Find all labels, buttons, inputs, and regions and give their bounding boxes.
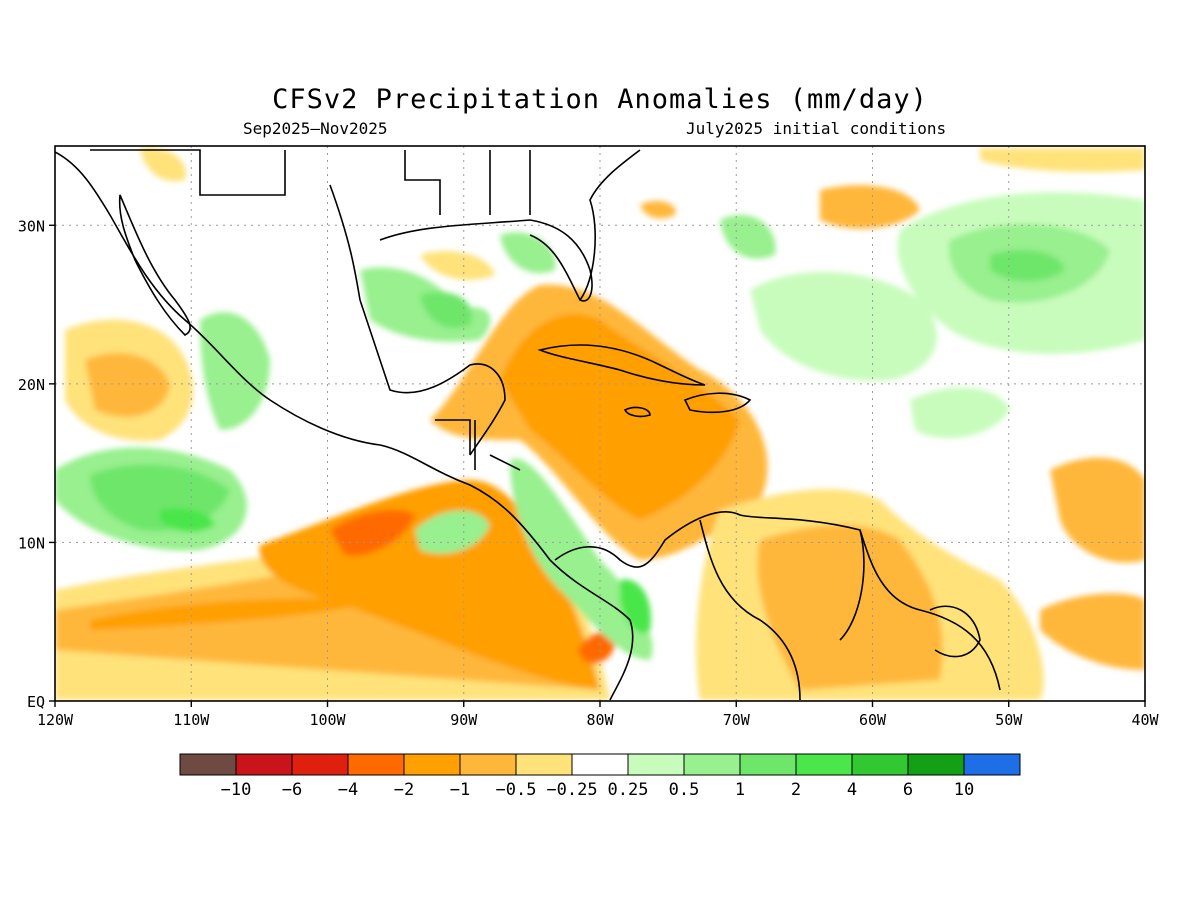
lat-tick-label: 10N [18, 534, 45, 552]
forecast-period: Sep2025–Nov2025 [243, 119, 388, 138]
longitude-axis: 120W 110W 100W 90W 80W 70W 60W 50W 40W [37, 701, 1160, 729]
colorbar-swatch [403, 753, 461, 776]
dry-region [85, 353, 170, 417]
lat-tick-label: EQ [27, 693, 45, 711]
gulf-coast-west [359, 299, 506, 456]
lat-tick-label: 20N [18, 376, 45, 394]
wet-region [500, 232, 556, 274]
lon-tick-label: 50W [995, 711, 1023, 729]
guyana-border [839, 529, 865, 641]
colorbar-swatch [347, 753, 405, 776]
colorbar-swatch [179, 753, 237, 776]
colorbar-label: −4 [338, 780, 358, 800]
colorbar-label: 1 [735, 780, 745, 800]
colorbar-swatch [739, 753, 797, 776]
wet-region [620, 579, 651, 634]
dry-region [500, 313, 740, 520]
colorbar-label: −0.5 [496, 780, 537, 800]
wet-region [415, 510, 490, 554]
colorbar-swatch [459, 753, 517, 776]
colorbar-label: −0.25 [546, 780, 597, 800]
hispaniola [683, 392, 752, 414]
northern-gulf-coast [379, 219, 593, 302]
colorbar-swatch [291, 753, 349, 776]
texas-coast [329, 184, 361, 301]
colorbar-label: 0.5 [669, 780, 700, 800]
dry-region [140, 147, 186, 182]
dry-region [820, 185, 920, 229]
map-title: CFSv2 Precipitation Anomalies (mm/day) [272, 84, 928, 115]
latitude-axis: 30N 20N 10N EQ [18, 217, 55, 711]
colorbar-swatch [627, 753, 685, 776]
dry-core [330, 510, 415, 556]
lon-tick-label: 60W [859, 711, 887, 729]
colorbar-label: −6 [282, 780, 302, 800]
colorbar-swatch [235, 753, 293, 776]
dry-region [640, 200, 676, 219]
cuba [537, 344, 706, 386]
dry-region [757, 525, 943, 690]
wet-region [160, 508, 215, 532]
wet-region [200, 312, 270, 430]
dry-region [980, 148, 1145, 172]
dry-core [578, 632, 615, 664]
colorbar-swatch [795, 753, 853, 776]
wet-region [750, 271, 937, 381]
lon-tick-label: 120W [37, 711, 74, 729]
colorbar-label: 6 [903, 780, 913, 800]
colorbar-swatch [963, 753, 1021, 776]
lon-tick-label: 100W [309, 711, 346, 729]
colorbar-label: 10 [954, 780, 974, 800]
colorbar: −10 −6 −4 −2 −1 −0.5 −0.25 0.25 0.5 1 2 4 6 10 [179, 753, 1021, 800]
colorbar-label: 4 [847, 780, 857, 800]
colorbar-swatch [515, 753, 573, 776]
wet-region [720, 214, 776, 259]
graticule [55, 146, 1145, 701]
lon-tick-label: 40W [1131, 711, 1159, 729]
dry-region [90, 598, 380, 630]
colorbar-label: −10 [221, 780, 252, 800]
suriname-border [929, 605, 981, 658]
lon-tick-label: 70W [723, 711, 751, 729]
colorbar-swatch [907, 753, 965, 776]
dry-region [1040, 593, 1145, 670]
wet-region [420, 291, 472, 329]
colorbar-label: 2 [791, 780, 801, 800]
colorbar-swatch [683, 753, 741, 776]
colorbar-swatch [851, 753, 909, 776]
central-america-borders [435, 419, 521, 471]
anomaly-field [55, 146, 1145, 701]
lat-tick-label: 30N [18, 217, 45, 235]
lon-tick-label: 80W [586, 711, 614, 729]
jamaica [623, 406, 651, 418]
us-state-border [404, 150, 441, 215]
us-mexico-border [90, 149, 286, 196]
baja-california [118, 194, 191, 336]
wet-region [910, 387, 1010, 439]
us-state-borders [489, 150, 531, 215]
florida-atlantic-coast [579, 149, 641, 301]
lon-tick-label: 110W [173, 711, 210, 729]
colorbar-swatch [571, 753, 629, 776]
dry-region [1050, 457, 1145, 563]
initial-conditions: July2025 initial conditions [686, 119, 947, 138]
colorbar-label: −1 [450, 780, 470, 800]
colombia-venezuela-border [699, 519, 801, 701]
dry-region [420, 251, 495, 280]
south-america-north-coast [554, 511, 1001, 691]
colorbar-label: −2 [394, 780, 414, 800]
lon-tick-label: 90W [450, 711, 478, 729]
coastlines [55, 149, 1001, 701]
colorbar-label: 0.25 [608, 780, 649, 800]
